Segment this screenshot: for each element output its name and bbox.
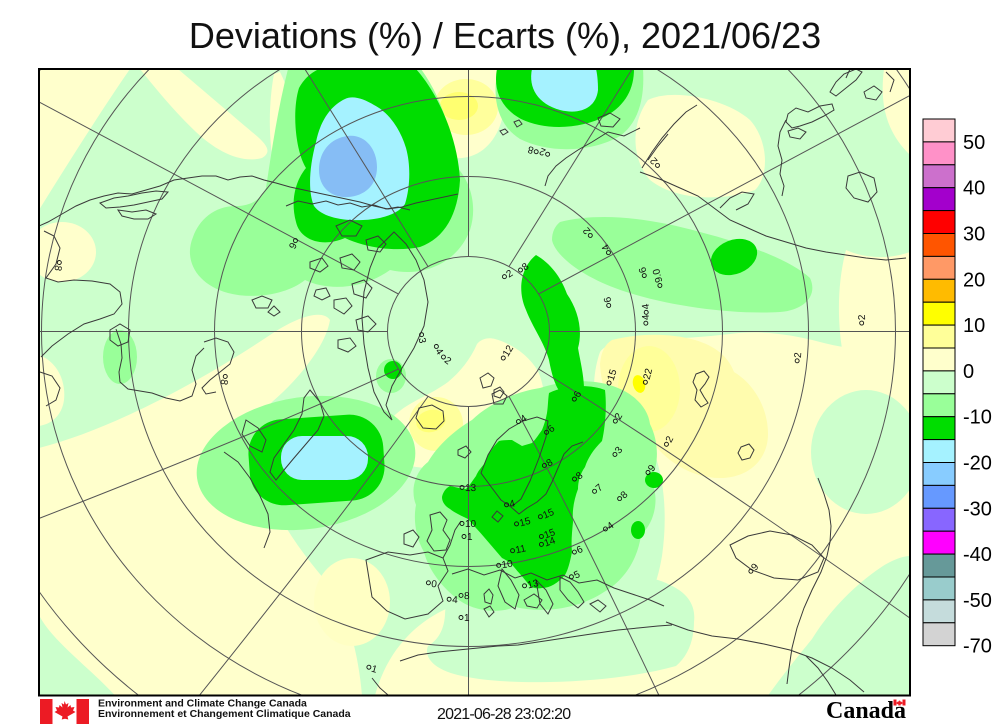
svg-text:4: 4 [519,413,530,426]
svg-text:40: 40 [963,178,985,200]
svg-text:30: 30 [963,224,985,246]
svg-text:4: 4 [605,520,616,532]
svg-text:15: 15 [518,516,532,530]
svg-text:8: 8 [545,457,556,470]
svg-text:14: 14 [543,535,558,549]
svg-text:15: 15 [541,507,556,522]
svg-text:1: 1 [464,613,470,624]
svg-text:2021-06-28 23:02:20: 2021-06-28 23:02:20 [437,706,571,723]
svg-text:13: 13 [465,483,477,494]
svg-text:6: 6 [575,544,585,557]
svg-text:9: 9 [646,463,658,474]
svg-text:2: 2 [581,224,593,236]
svg-text:10: 10 [963,315,985,337]
svg-text:2: 2 [664,434,677,444]
svg-text:8: 8 [526,143,535,155]
svg-text:Canada: Canada [826,698,906,724]
svg-text:-70: -70 [963,636,992,658]
svg-text:6: 6 [572,389,585,400]
svg-text:10: 10 [465,519,477,530]
svg-text:Deviations (%) / Ecarts (%), 2: Deviations (%) / Ecarts (%), 2021/06/23 [189,15,821,56]
svg-text:12: 12 [501,343,516,359]
svg-text:9: 9 [749,561,761,573]
svg-text:4: 4 [641,302,653,309]
svg-text:15: 15 [543,527,558,541]
svg-text:2: 2 [613,411,626,422]
svg-text:2: 2 [538,145,548,157]
svg-text:4: 4 [600,242,613,253]
svg-text:9.0: 9.0 [651,267,665,284]
svg-text:15: 15 [606,368,620,382]
svg-text:8: 8 [619,489,631,501]
svg-text:3: 3 [416,337,428,345]
svg-text:2: 2 [505,268,516,280]
svg-text:-50: -50 [963,590,992,612]
svg-text:2: 2 [648,154,660,166]
svg-text:1: 1 [467,532,473,543]
svg-text:6: 6 [602,295,614,303]
svg-text:-30: -30 [963,498,992,520]
svg-text:8: 8 [464,591,470,602]
svg-text:5: 5 [572,569,582,581]
svg-text:8: 8 [51,264,63,272]
svg-text:11: 11 [514,543,527,556]
svg-text:6: 6 [546,423,558,435]
svg-text:10: 10 [501,559,514,572]
svg-text:13: 13 [526,578,540,591]
svg-text:2: 2 [442,355,453,367]
svg-text:8: 8 [574,470,585,482]
svg-text:2: 2 [793,352,804,359]
svg-text:-20: -20 [963,453,992,475]
svg-text:20: 20 [963,269,985,291]
svg-text:6: 6 [637,265,649,274]
svg-text:22: 22 [642,367,655,381]
svg-text:8: 8 [217,378,229,386]
svg-text:4: 4 [433,347,445,358]
svg-text:Environnement et Changement Cl: Environnement et Changement Climatique C… [98,708,351,720]
svg-text:8: 8 [520,261,531,273]
svg-text:4: 4 [641,314,652,321]
svg-text:1: 1 [370,664,379,676]
svg-text:2: 2 [857,314,868,320]
svg-text:4: 4 [508,498,516,510]
svg-text:-40: -40 [963,544,992,566]
svg-text:-10: -10 [963,407,992,429]
svg-text:0: 0 [963,361,974,383]
svg-text:3: 3 [613,445,625,457]
svg-text:7: 7 [594,482,606,494]
svg-text:4: 4 [452,595,459,606]
svg-text:6: 6 [286,240,299,250]
svg-text:0: 0 [430,579,437,591]
svg-text:50: 50 [963,132,985,154]
svg-text:Environment and Climate Change: Environment and Climate Change Canada [98,698,307,710]
